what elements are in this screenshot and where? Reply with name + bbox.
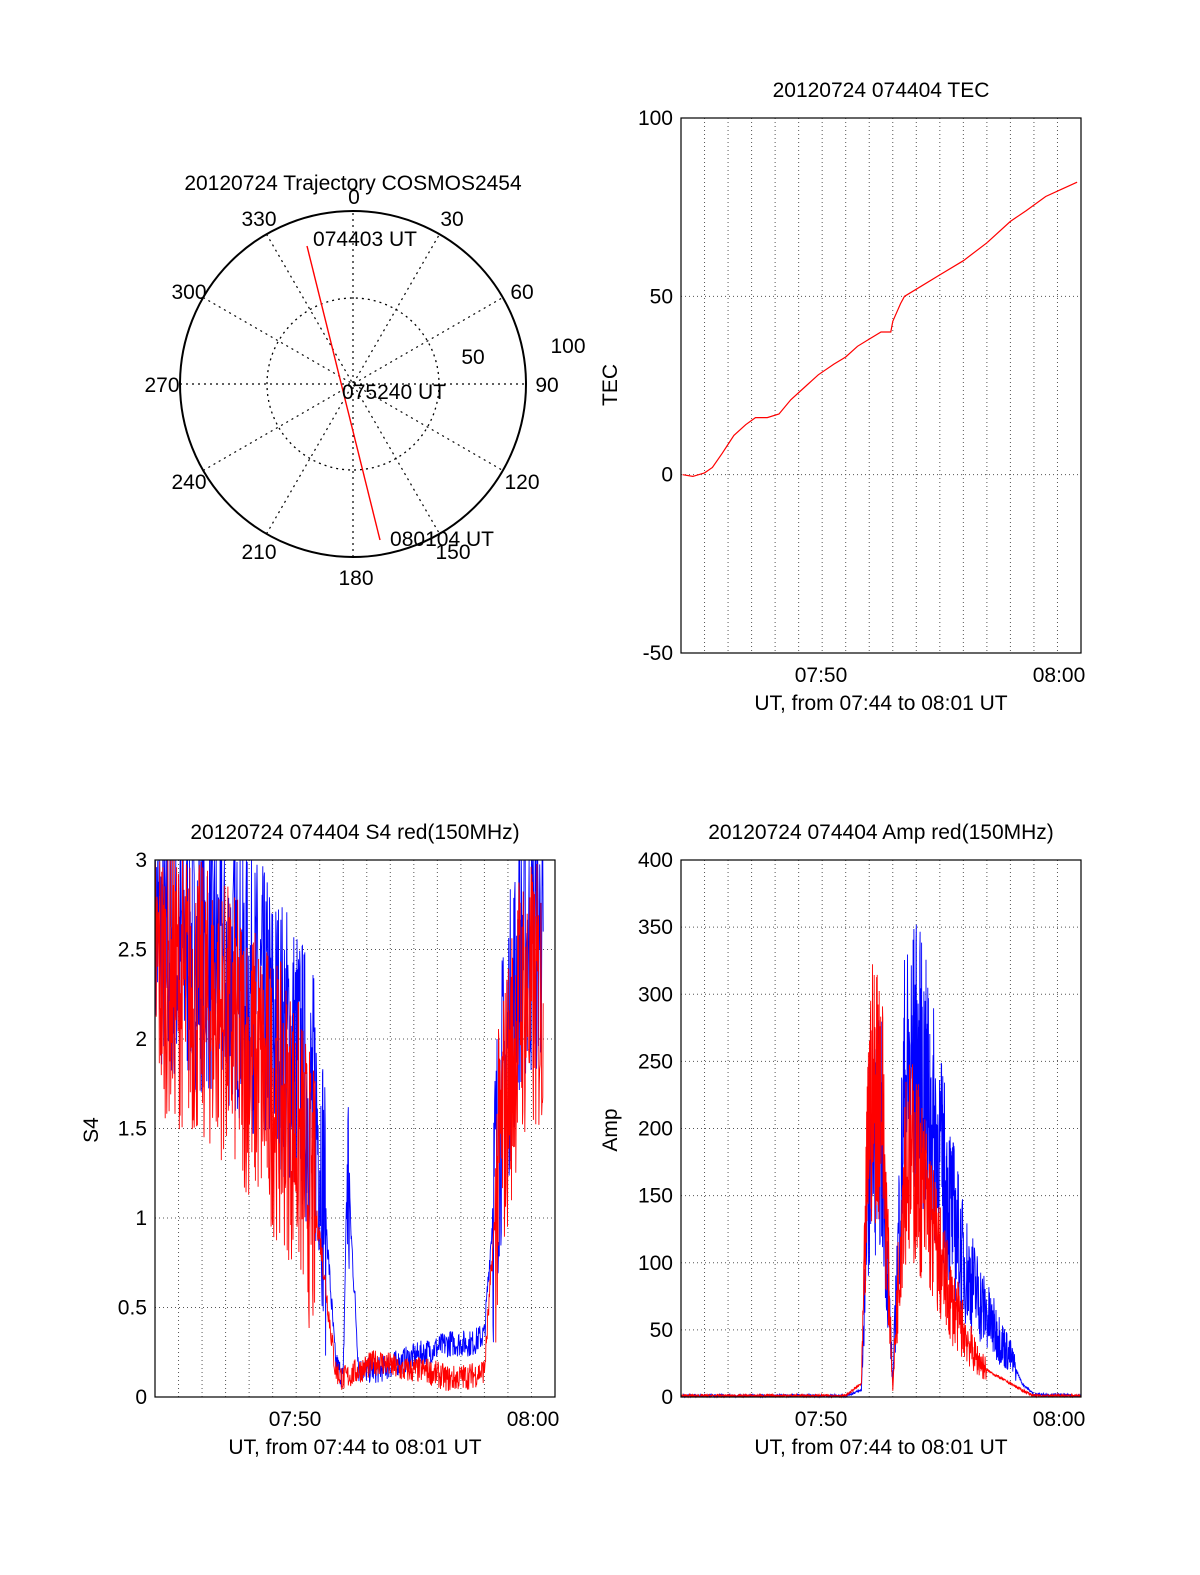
polar-spoke-150 bbox=[265, 233, 441, 535]
s4-ylabel: S4 bbox=[80, 1117, 103, 1143]
y-tick-label: 50 bbox=[650, 285, 673, 308]
az-label-0: 0 bbox=[348, 186, 360, 209]
az-label-270: 270 bbox=[144, 374, 179, 397]
y-tick-label: -50 bbox=[643, 642, 673, 665]
y-tick-label: 1.5 bbox=[118, 1118, 147, 1141]
az-label-330: 330 bbox=[241, 208, 276, 231]
s4-title: 20120724 074404 S4 red(150MHz) bbox=[190, 821, 519, 844]
y-tick-label: 0 bbox=[661, 1386, 673, 1409]
amp-xlabel: UT, from 07:44 to 08:01 UT bbox=[754, 1436, 1007, 1459]
y-tick-label: 250 bbox=[638, 1050, 673, 1073]
polar-spokes bbox=[180, 211, 526, 557]
polar-spoke-120 bbox=[202, 296, 504, 472]
tec-xtick-0800: 08:00 bbox=[1033, 664, 1086, 687]
y-tick-label: 0 bbox=[661, 464, 673, 487]
az-label-150: 150 bbox=[435, 541, 470, 564]
amp-title: 20120724 074404 Amp red(150MHz) bbox=[708, 821, 1054, 844]
az-label-240: 240 bbox=[171, 471, 206, 494]
amp-xtick-0750: 07:50 bbox=[795, 1408, 848, 1431]
s4-xtick-0750: 07:50 bbox=[269, 1408, 322, 1431]
series-line-red bbox=[682, 181, 1078, 478]
tec-frame bbox=[680, 117, 1082, 654]
y-tick-label: 3 bbox=[135, 849, 147, 872]
az-label-180: 180 bbox=[338, 567, 373, 590]
y-tick-label: 300 bbox=[638, 983, 673, 1006]
s4-chart: 20120724 074404 S4 red(150MHz) 0 0.5 1 1.5 2… bbox=[80, 821, 559, 1459]
tec-xtick-0750: 07:50 bbox=[795, 664, 848, 687]
az-label-120: 120 bbox=[504, 471, 539, 494]
az-label-30: 30 bbox=[440, 208, 463, 231]
amp-ylabel: Amp bbox=[599, 1108, 622, 1151]
y-tick-label: 0.5 bbox=[118, 1297, 147, 1320]
series-line-red bbox=[680, 964, 1082, 1399]
y-tick-label: 0 bbox=[135, 1386, 147, 1409]
az-label-90: 90 bbox=[535, 374, 558, 397]
az-label-60: 60 bbox=[510, 281, 533, 304]
radius-label-50: 50 bbox=[461, 346, 484, 369]
track-end-time: 080104 UT bbox=[390, 528, 494, 551]
y-tick-label: 2 bbox=[135, 1028, 147, 1051]
track-start-time: 074403 UT bbox=[313, 228, 417, 251]
y-tick-label: 2.5 bbox=[118, 939, 147, 962]
amp-series bbox=[680, 924, 1082, 1399]
az-label-300: 300 bbox=[171, 281, 206, 304]
amp-y-tick-labels: 0 50 100 150 200 250 300 350 400 bbox=[638, 849, 673, 1409]
s4-frame bbox=[154, 859, 556, 1398]
tec-xlabel: UT, from 07:44 to 08:01 UT bbox=[754, 692, 1007, 715]
s4-y-tick-labels: 0 0.5 1 1.5 2 2.5 3 bbox=[118, 849, 147, 1409]
y-tick-label: 350 bbox=[638, 916, 673, 939]
tec-series bbox=[682, 181, 1078, 478]
s4-xlabel: UT, from 07:44 to 08:01 UT bbox=[228, 1436, 481, 1459]
y-tick-label: 50 bbox=[650, 1319, 673, 1342]
amp-frame bbox=[680, 859, 1082, 1398]
polar-spoke-60 bbox=[202, 296, 504, 472]
tec-ylabel: TEC bbox=[599, 364, 622, 406]
tec-y-tick-labels: -50 0 50 100 bbox=[638, 107, 673, 665]
polar-spoke-30 bbox=[265, 233, 441, 535]
tec-title: 20120724 074404 TEC bbox=[773, 79, 990, 102]
y-tick-label: 200 bbox=[638, 1118, 673, 1141]
series-line-red bbox=[154, 859, 544, 1391]
satellite-track bbox=[306, 245, 381, 541]
amp-xtick-0800: 08:00 bbox=[1033, 1408, 1086, 1431]
s4-series bbox=[154, 859, 544, 1391]
polar-title: 20120724 Trajectory COSMOS2454 bbox=[184, 172, 522, 195]
tec-grid bbox=[680, 117, 1082, 654]
y-tick-label: 400 bbox=[638, 849, 673, 872]
az-label-210: 210 bbox=[241, 541, 276, 564]
amp-chart: 20120724 074404 Amp red(150MHz) 0 50 100 15… bbox=[599, 821, 1085, 1459]
radius-label-100: 100 bbox=[550, 335, 585, 358]
y-tick-label: 100 bbox=[638, 1252, 673, 1275]
tec-chart: 20120724 074404 TEC -50 0 50 100 07:50 08:0… bbox=[599, 79, 1085, 715]
polar-chart: 20120724 Trajectory COSMOS2454 0 30 60 9… bbox=[144, 172, 585, 590]
y-tick-label: 150 bbox=[638, 1185, 673, 1208]
s4-xtick-0800: 08:00 bbox=[507, 1408, 560, 1431]
y-tick-label: 100 bbox=[638, 107, 673, 130]
track-mid-time: 075240 UT bbox=[342, 381, 446, 404]
y-tick-label: 1 bbox=[135, 1207, 147, 1230]
